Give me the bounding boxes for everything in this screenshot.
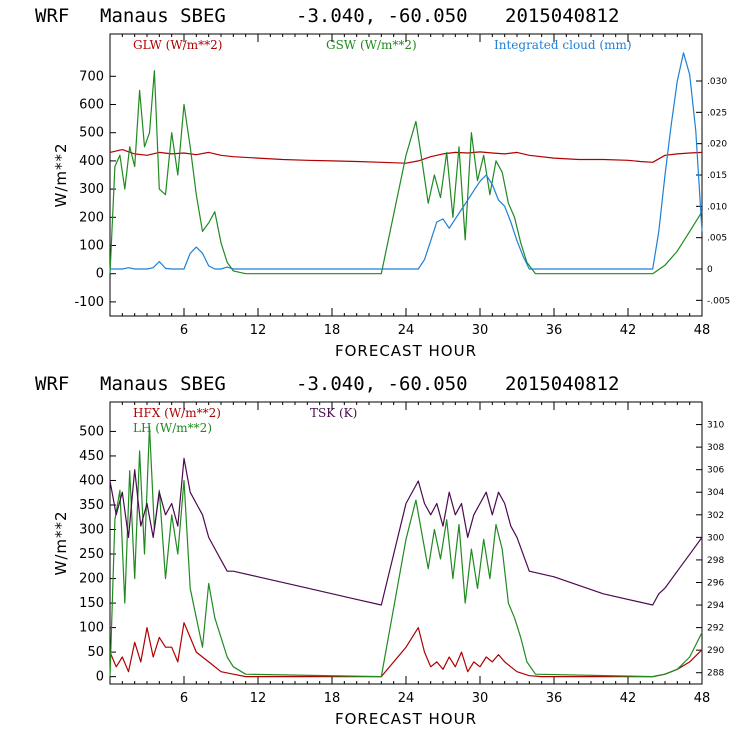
left-tick-label: 200	[79, 210, 104, 225]
plot-frame	[109, 401, 703, 685]
legend-cloud: Integrated cloud (mm)	[494, 38, 632, 52]
x-axis-ticks: 6 12 18 24 30 36 42 48	[121, 402, 711, 706]
right-tick-label: -.005	[707, 296, 730, 306]
left-tick-label: 200	[79, 572, 104, 587]
left-tick-label: 350	[79, 498, 104, 513]
left-tick-label: 100	[79, 239, 104, 254]
x-tick-label: 12	[250, 691, 267, 706]
right-tick-label: 310	[707, 421, 724, 431]
right-tick-label: 288	[707, 669, 724, 679]
legend-tsk: TSK (K)	[310, 406, 357, 420]
chart-title-date: 2015040812	[505, 5, 619, 27]
legend-lh: LH (W/m**2)	[133, 421, 212, 435]
series-line-hfx	[109, 622, 703, 678]
legend-glw: GLW (W/m**2)	[133, 38, 222, 52]
x-tick-label: 48	[694, 691, 711, 706]
right-tick-label: .025	[707, 108, 727, 118]
x-axis-label: FORECAST HOUR	[335, 342, 477, 360]
right-tick-label: .005	[707, 234, 727, 244]
right-tick-label: .020	[707, 140, 727, 150]
left-tick-label: 300	[79, 523, 104, 538]
right-tick-label: 308	[707, 443, 724, 453]
x-tick-label: 36	[546, 691, 563, 706]
left-tick-label: 600	[79, 98, 104, 113]
left-tick-label: 300	[79, 182, 104, 197]
series-group	[109, 52, 703, 275]
left-tick-label: 400	[79, 154, 104, 169]
chart-title-model: WRF	[35, 373, 69, 395]
series-line-tsk	[109, 457, 703, 606]
left-tick-label: 700	[79, 69, 104, 84]
chart-bottom: WRF Manaus SBEG -3.040, -60.050 20150408…	[35, 373, 724, 728]
chart-title-coords: -3.040, -60.050	[296, 5, 468, 27]
chart-title-date: 2015040812	[505, 373, 619, 395]
right-tick-label: 296	[707, 578, 724, 588]
right-tick-label: 292	[707, 624, 724, 634]
right-tick-label: .010	[707, 202, 727, 212]
x-tick-label: 6	[180, 691, 188, 706]
left-tick-label: 0	[96, 670, 104, 685]
right-tick-label: 300	[707, 533, 724, 543]
series-line-integrated	[110, 52, 703, 270]
right-tick-label: 290	[707, 646, 724, 656]
left-tick-label: 500	[79, 126, 104, 141]
x-tick-label: 18	[324, 323, 341, 338]
right-tick-label: 304	[707, 488, 724, 498]
legend-hfx: HFX (W/m**2)	[133, 406, 221, 420]
series-line-glw	[109, 149, 703, 164]
y-axis-label: W/m**2	[52, 142, 70, 207]
left-tick-label: 500	[79, 424, 104, 439]
chart-title-station: Manaus SBEG	[100, 373, 226, 395]
left-tick-label: 400	[79, 473, 104, 488]
chart-title-model: WRF	[35, 5, 69, 27]
left-tick-label: 150	[79, 596, 104, 611]
left-axis-ticks: 700 600 500 400 300 200 100 0 -100	[74, 69, 116, 310]
right-tick-label: 294	[707, 601, 724, 611]
right-tick-label: 302	[707, 511, 724, 521]
left-tick-label: 0	[96, 267, 104, 282]
x-tick-label: 6	[180, 323, 188, 338]
right-tick-label: .015	[707, 171, 727, 181]
left-tick-label: 100	[79, 621, 104, 636]
left-tick-label: -100	[74, 295, 104, 310]
right-axis-ticks: .030 .025 .020 .015 .010 .005 0 -.005	[696, 77, 730, 306]
left-tick-label: 50	[87, 645, 104, 660]
series-line-gsw	[109, 70, 703, 275]
y-axis-label: W/m**2	[52, 510, 70, 575]
right-tick-label: .030	[707, 77, 727, 87]
series-line-lh	[109, 425, 703, 678]
x-axis-label: FORECAST HOUR	[335, 710, 477, 728]
x-tick-label: 42	[620, 323, 637, 338]
series-group	[109, 425, 703, 678]
right-tick-label: 306	[707, 466, 724, 476]
left-tick-label: 450	[79, 449, 104, 464]
x-tick-label: 36	[546, 323, 563, 338]
x-axis-ticks: 6 12 18 24 30 36 42 48	[121, 34, 711, 338]
x-tick-label: 30	[472, 691, 489, 706]
chart-title-coords: -3.040, -60.050	[296, 373, 468, 395]
chart-top: WRF Manaus SBEG -3.040, -60.050 20150408…	[35, 5, 730, 360]
x-tick-label: 30	[472, 323, 489, 338]
x-tick-label: 18	[324, 691, 341, 706]
x-tick-label: 48	[694, 323, 711, 338]
x-tick-label: 42	[620, 691, 637, 706]
left-tick-label: 250	[79, 547, 104, 562]
x-tick-label: 12	[250, 323, 267, 338]
right-tick-label: 0	[707, 265, 713, 275]
chart-title-station: Manaus SBEG	[100, 5, 226, 27]
right-tick-label: 298	[707, 556, 724, 566]
legend-gsw: GSW (W/m**2)	[326, 38, 417, 52]
x-tick-label: 24	[398, 691, 415, 706]
right-axis-ticks: 310 308 306 304 302 300 298 296 294 292 290 288	[696, 421, 724, 679]
x-tick-label: 24	[398, 323, 415, 338]
